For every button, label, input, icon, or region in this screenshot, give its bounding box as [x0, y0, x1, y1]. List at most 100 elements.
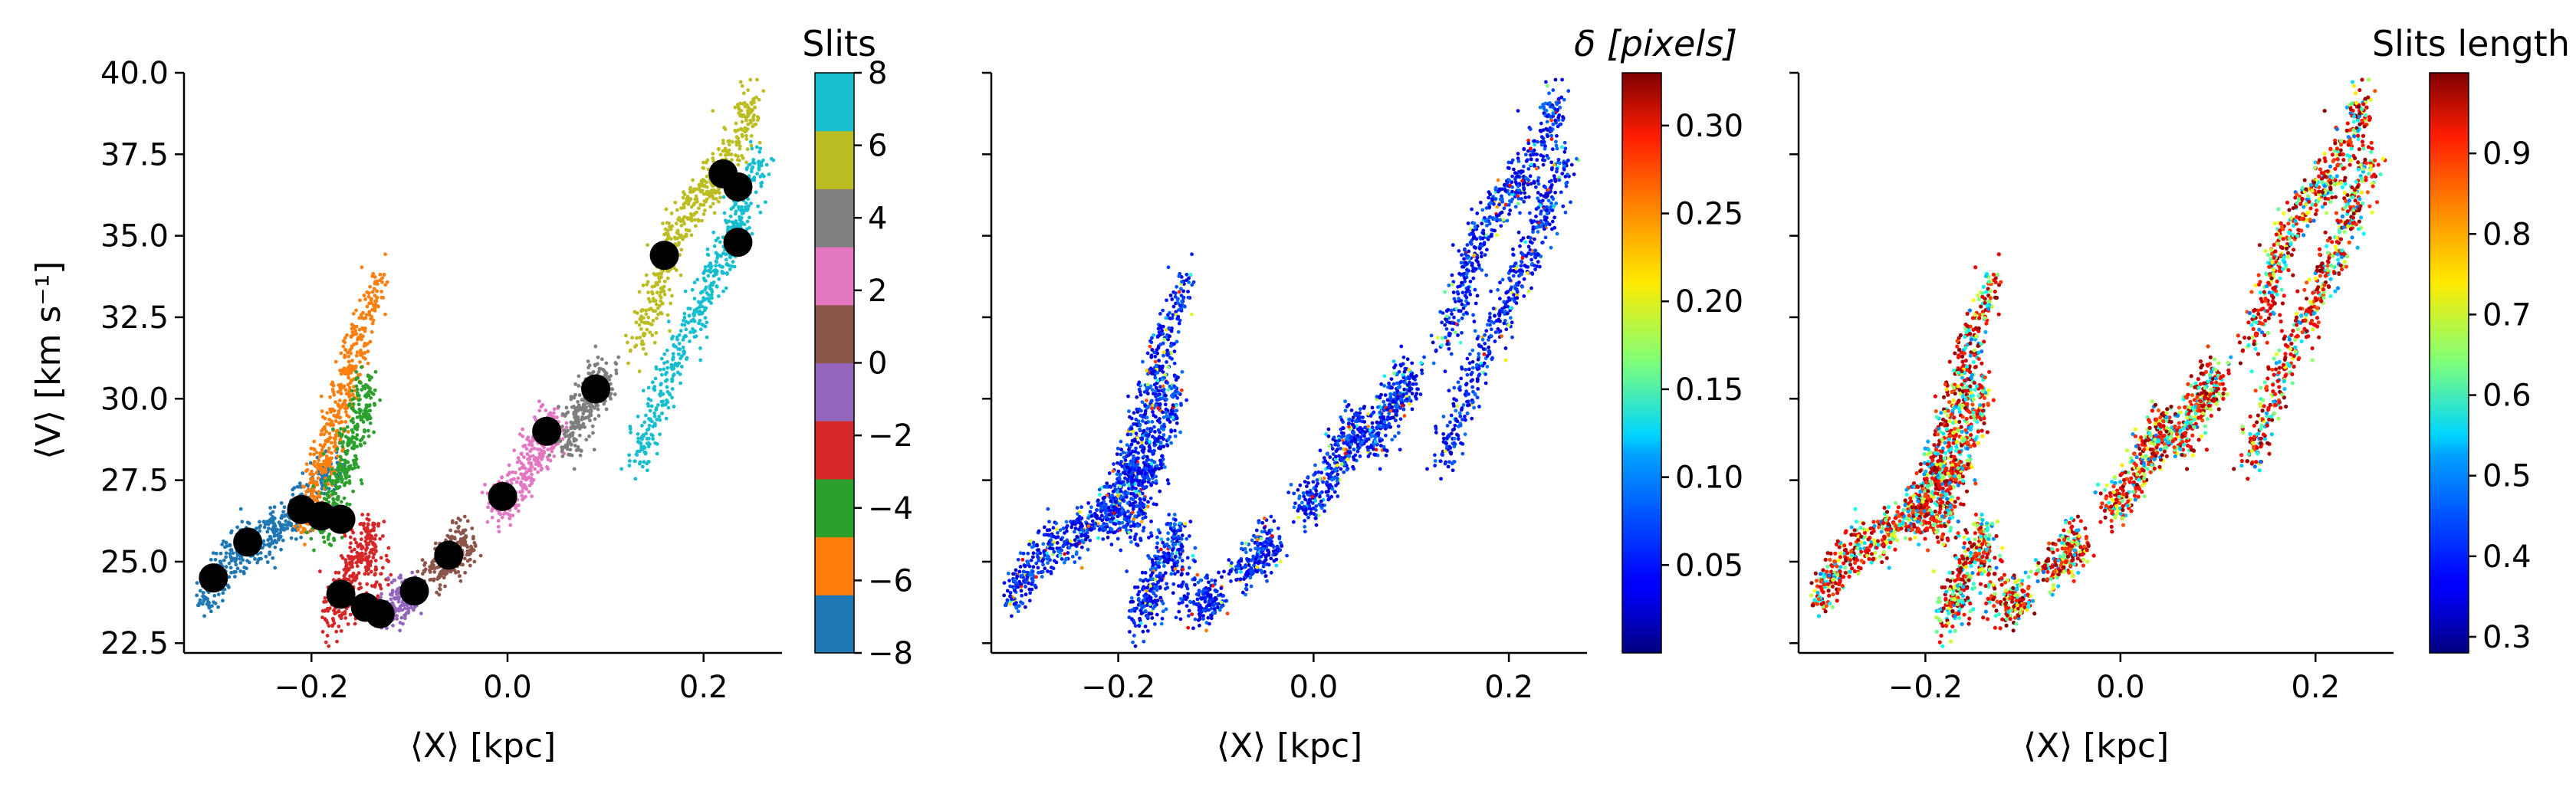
data-point — [1153, 354, 1158, 359]
data-point — [693, 329, 697, 333]
data-point — [245, 566, 248, 571]
data-point — [339, 628, 343, 633]
data-point — [1129, 459, 1133, 464]
data-point — [1166, 481, 1171, 486]
data-point — [419, 612, 423, 615]
data-point — [366, 572, 370, 576]
data-point — [657, 276, 662, 280]
data-point — [332, 392, 337, 397]
data-point — [361, 384, 366, 389]
data-point — [650, 290, 654, 294]
data-point — [692, 297, 697, 301]
data-point — [431, 559, 435, 563]
data-point — [323, 442, 327, 447]
data-point — [590, 431, 595, 435]
data-point — [234, 558, 238, 562]
data-point — [1155, 335, 1160, 339]
data-point — [1043, 553, 1047, 557]
data-point — [346, 430, 350, 434]
data-point — [756, 204, 761, 208]
data-point — [649, 398, 653, 402]
data-point — [1135, 395, 1139, 399]
data-point — [1173, 434, 1178, 438]
data-point — [374, 567, 379, 572]
data-point — [386, 559, 391, 563]
data-point — [327, 490, 331, 494]
data-point — [1097, 493, 1102, 497]
data-point — [697, 321, 701, 326]
data-point — [1118, 472, 1122, 477]
data-point — [1136, 467, 1141, 471]
data-point — [1052, 559, 1056, 563]
data-point — [614, 371, 619, 376]
data-point — [464, 533, 468, 538]
data-point — [727, 263, 731, 267]
data-point — [661, 285, 665, 290]
data-point — [639, 314, 643, 319]
data-point — [1136, 451, 1141, 455]
data-point — [644, 352, 648, 356]
data-point — [296, 527, 301, 532]
data-point — [368, 416, 373, 421]
data-point — [388, 592, 393, 596]
data-point — [385, 280, 389, 284]
data-point — [356, 337, 360, 342]
data-point — [1127, 409, 1131, 413]
data-point — [516, 509, 521, 513]
data-point — [734, 121, 738, 126]
data-point — [1119, 439, 1123, 444]
data-point — [1074, 521, 1078, 526]
data-point — [1168, 294, 1173, 297]
data-point — [402, 606, 407, 611]
data-point — [299, 535, 304, 540]
data-point — [1165, 353, 1170, 357]
data-point — [274, 540, 279, 545]
data-point — [325, 494, 330, 497]
data-point — [1154, 479, 1158, 484]
data-point — [354, 308, 358, 313]
data-point — [261, 546, 264, 550]
data-point — [1163, 402, 1168, 407]
data-point — [630, 336, 634, 340]
data-point — [304, 462, 309, 466]
data-point — [679, 206, 683, 210]
data-point — [1144, 431, 1148, 435]
data-point — [395, 608, 399, 612]
data-point — [751, 157, 756, 162]
data-point — [567, 440, 572, 444]
data-point — [329, 441, 334, 445]
data-point — [282, 514, 287, 518]
data-point — [1145, 392, 1150, 395]
colorbar-segment — [815, 247, 854, 306]
data-point — [1149, 428, 1154, 433]
data-point — [338, 454, 343, 459]
data-point — [472, 559, 477, 564]
data-point — [1115, 509, 1119, 513]
data-point — [410, 570, 415, 575]
data-point — [1151, 410, 1155, 414]
data-point — [1034, 575, 1039, 579]
data-point — [1016, 557, 1020, 562]
data-point — [653, 441, 658, 445]
data-point — [588, 411, 593, 415]
data-point — [527, 442, 531, 447]
data-point — [507, 471, 511, 476]
data-point — [379, 586, 383, 591]
data-point — [354, 353, 359, 358]
data-point — [1138, 423, 1142, 428]
data-point — [552, 407, 557, 412]
data-point — [366, 567, 371, 571]
data-point — [558, 439, 563, 444]
data-point — [347, 376, 351, 380]
data-point — [308, 452, 313, 456]
data-point — [1140, 419, 1145, 423]
data-point — [343, 410, 348, 414]
data-point — [1134, 417, 1138, 421]
data-point — [1153, 430, 1157, 434]
data-point — [1052, 534, 1056, 539]
data-point — [1153, 359, 1158, 364]
data-point — [289, 536, 294, 540]
slit-centroid-marker — [233, 527, 263, 557]
data-point — [330, 387, 335, 392]
data-point — [565, 447, 570, 451]
